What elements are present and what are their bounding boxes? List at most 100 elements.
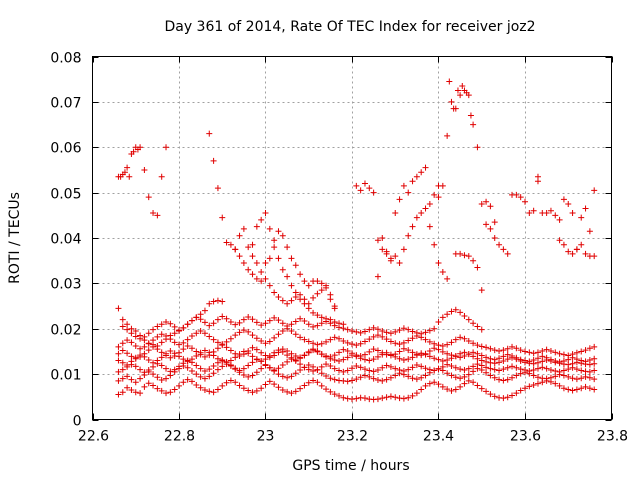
data-point xyxy=(465,377,472,384)
data-point xyxy=(426,353,433,360)
data-point xyxy=(145,380,152,387)
data-point xyxy=(444,350,451,357)
data-point xyxy=(517,366,524,373)
data-point xyxy=(586,385,593,392)
data-point xyxy=(253,335,260,342)
data-point xyxy=(314,379,321,386)
data-point xyxy=(474,264,481,271)
data-point xyxy=(132,363,139,370)
data-point xyxy=(305,366,312,373)
data-point xyxy=(314,341,321,348)
data-point xyxy=(353,328,360,335)
data-point xyxy=(435,194,442,201)
data-point xyxy=(163,318,170,325)
data-point xyxy=(318,340,325,347)
data-point xyxy=(470,379,477,386)
data-point xyxy=(405,337,412,344)
data-point xyxy=(500,395,507,402)
data-point xyxy=(578,357,585,364)
data-point xyxy=(349,341,355,348)
data-point xyxy=(353,182,360,189)
data-point xyxy=(392,210,399,217)
data-point xyxy=(279,320,286,327)
data-point xyxy=(383,250,390,257)
data-point xyxy=(379,377,386,384)
data-point xyxy=(288,321,295,328)
data-point xyxy=(344,326,351,333)
data-point xyxy=(400,357,407,364)
data-point xyxy=(130,148,137,155)
data-point xyxy=(578,385,585,392)
data-point xyxy=(591,187,598,194)
data-point xyxy=(467,112,474,119)
data-point xyxy=(517,356,524,363)
y-tick-label: 0.02 xyxy=(50,323,81,339)
data-point xyxy=(478,343,485,350)
data-point xyxy=(163,365,170,372)
data-point xyxy=(361,372,368,379)
data-point xyxy=(249,271,256,278)
data-point xyxy=(556,350,563,357)
data-point xyxy=(405,373,412,380)
data-point xyxy=(474,350,481,357)
data-point xyxy=(145,367,152,374)
data-point xyxy=(461,335,468,342)
data-point xyxy=(478,362,485,369)
data-point xyxy=(154,374,161,381)
data-point xyxy=(491,393,498,400)
data-point xyxy=(522,385,528,392)
data-point xyxy=(201,375,208,382)
data-point xyxy=(552,212,559,219)
data-point xyxy=(387,352,394,359)
data-point xyxy=(141,343,148,350)
data-point xyxy=(534,380,541,387)
data-point xyxy=(236,319,243,326)
data-point xyxy=(383,351,390,358)
data-point xyxy=(534,349,541,356)
data-point xyxy=(323,338,330,345)
data-point xyxy=(578,214,585,221)
data-point xyxy=(150,210,157,217)
data-point xyxy=(452,386,459,393)
data-point xyxy=(266,255,273,262)
data-point xyxy=(262,361,269,368)
data-point xyxy=(275,228,282,235)
data-point xyxy=(258,278,265,285)
data-point xyxy=(245,328,252,335)
data-point xyxy=(560,351,567,358)
data-point xyxy=(171,339,178,346)
data-point xyxy=(457,366,464,373)
data-point xyxy=(124,337,131,344)
data-point xyxy=(353,362,360,369)
data-point xyxy=(586,374,593,381)
data-point xyxy=(387,393,394,400)
data-point xyxy=(379,246,386,253)
data-point xyxy=(573,356,580,363)
data-point xyxy=(214,297,221,304)
data-point xyxy=(500,347,507,354)
data-point xyxy=(426,327,433,334)
data-point xyxy=(361,366,368,373)
data-point xyxy=(150,363,157,370)
data-point xyxy=(137,345,144,352)
data-point xyxy=(340,394,347,401)
data-point xyxy=(396,327,403,334)
data-point xyxy=(292,370,299,377)
data-point xyxy=(392,365,399,372)
data-point xyxy=(119,366,126,373)
data-point xyxy=(534,173,541,180)
data-point xyxy=(227,347,234,354)
data-point xyxy=(232,332,239,339)
data-point xyxy=(180,339,187,346)
data-point xyxy=(560,196,567,203)
data-point xyxy=(271,381,278,388)
data-point xyxy=(478,200,485,207)
data-point xyxy=(128,376,135,383)
data-point xyxy=(543,210,550,217)
data-point xyxy=(232,379,239,386)
data-point xyxy=(210,336,217,343)
data-point xyxy=(400,339,407,346)
y-tick-label: 0.08 xyxy=(50,51,81,67)
data-point xyxy=(470,320,477,327)
data-point xyxy=(591,367,598,374)
